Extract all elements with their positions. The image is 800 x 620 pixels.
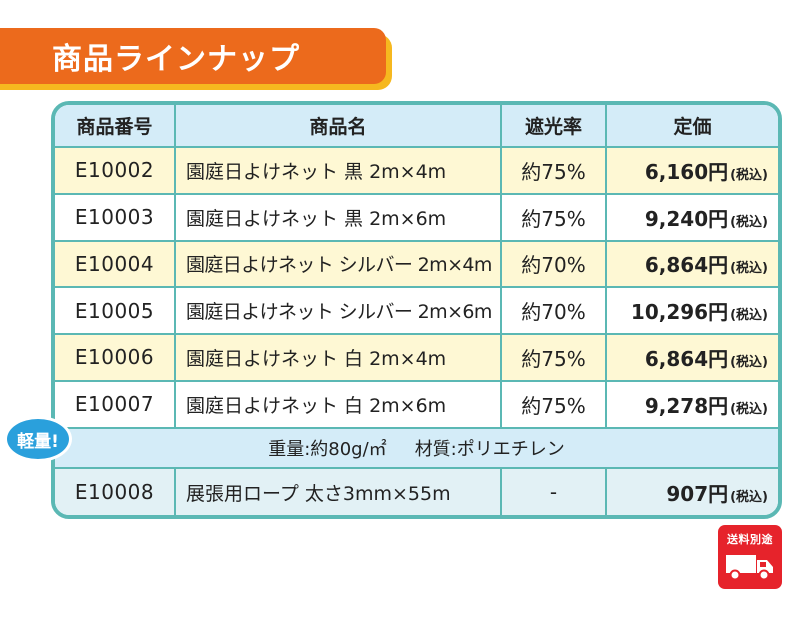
- product-price: 9,240円 (税込): [606, 193, 778, 242]
- spec-note: 重量:約80g/㎡ 材質:ポリエチレン: [55, 427, 778, 470]
- spec-note-row: 重量:約80g/㎡ 材質:ポリエチレン: [55, 427, 778, 470]
- product-name: 展張用ロープ 太さ3mm×55m: [175, 468, 502, 515]
- material-spec: 材質:ポリエチレン: [414, 438, 565, 460]
- price-value: 907円: [666, 481, 729, 506]
- product-name: 園庭日よけネット シルバー 2m×4m: [175, 240, 502, 289]
- product-price: 10,296円 (税込): [606, 287, 778, 335]
- product-name: 園庭日よけネット 白 2m×6m: [175, 380, 502, 429]
- table-header-row: 商品番号 商品名 遮光率 定価: [55, 105, 778, 148]
- product-code: E10008: [55, 468, 176, 515]
- table-row: E10005 園庭日よけネット シルバー 2m×6m 約70% 10,296円(…: [55, 287, 778, 335]
- product-table: 商品番号 商品名 遮光率 定価 E10002 園庭日よけネット 黒 2m×4m …: [55, 105, 778, 515]
- shade-rate: 約70%: [501, 287, 607, 335]
- header-code: 商品番号: [55, 105, 176, 148]
- product-name: 園庭日よけネット 白 2m×4m: [175, 334, 502, 382]
- product-code: E10006: [55, 334, 176, 382]
- banner-title: 商品ラインナップ: [52, 42, 300, 77]
- badge-label: 軽量!: [17, 431, 59, 452]
- price-value: 9,278円: [644, 393, 729, 418]
- shipping-separate-badge: 送料別途: [718, 525, 782, 589]
- product-table-frame: 商品番号 商品名 遮光率 定価 E10002 園庭日よけネット 黒 2m×4m …: [51, 101, 782, 519]
- table-row: E10002 園庭日よけネット 黒 2m×4m 約75% 6,160円 (税込): [55, 147, 778, 195]
- tax-label: (税込): [730, 261, 768, 277]
- header-price: 定価: [606, 105, 778, 148]
- tax-label: (税込): [730, 401, 768, 417]
- weight-spec: 重量:約80g/㎡: [268, 438, 387, 460]
- price-value: 9,240円: [644, 206, 729, 231]
- product-code: E10007: [55, 380, 176, 429]
- shade-rate: 約75%: [501, 147, 607, 195]
- tax-label: (税込): [730, 308, 768, 324]
- tax-label: (税込): [730, 167, 768, 183]
- price-value: 10,296円: [630, 300, 729, 325]
- price-value: 6,864円: [644, 253, 729, 278]
- tax-label: (税込): [730, 214, 768, 230]
- product-name: 園庭日よけネット シルバー 2m×6m: [175, 287, 502, 335]
- price-value: 6,864円: [644, 346, 729, 371]
- table-row: E10003 園庭日よけネット 黒 2m×6m 約75% 9,240円 (税込): [55, 193, 778, 242]
- price-value: 6,160円: [644, 159, 729, 184]
- product-price: 6,160円 (税込): [606, 147, 778, 195]
- product-code: E10002: [55, 147, 176, 195]
- shade-rate: -: [501, 468, 607, 515]
- header-rate: 遮光率: [501, 105, 607, 148]
- product-code: E10003: [55, 193, 176, 242]
- product-code: E10005: [55, 287, 176, 335]
- product-price: 6,864円 (税込): [606, 334, 778, 382]
- truck-icon: [726, 555, 773, 581]
- product-price: 9,278円 (税込): [606, 380, 778, 429]
- product-name: 園庭日よけネット 黒 2m×4m: [175, 147, 502, 195]
- product-name: 園庭日よけネット 黒 2m×6m: [175, 193, 502, 242]
- banner-main: 商品ラインナップ: [0, 28, 386, 84]
- section-banner: 商品ラインナップ: [0, 28, 392, 90]
- shipping-label: 送料別途: [727, 533, 773, 546]
- table-row: E10008 展張用ロープ 太さ3mm×55m - 907円 (税込): [55, 468, 778, 515]
- lightweight-badge: 軽量!: [4, 416, 72, 462]
- product-code: E10004: [55, 240, 176, 289]
- shade-rate: 約75%: [501, 334, 607, 382]
- table-row: E10007 園庭日よけネット 白 2m×6m 約75% 9,278円 (税込): [55, 380, 778, 429]
- tax-label: (税込): [730, 489, 768, 505]
- header-name: 商品名: [175, 105, 502, 148]
- tax-label: (税込): [730, 354, 768, 370]
- shade-rate: 約75%: [501, 193, 607, 242]
- shade-rate: 約70%: [501, 240, 607, 289]
- product-price: 6,864円 (税込): [606, 240, 778, 289]
- table-row: E10006 園庭日よけネット 白 2m×4m 約75% 6,864円 (税込): [55, 334, 778, 382]
- shade-rate: 約75%: [501, 380, 607, 429]
- table-row: E10004 園庭日よけネット シルバー 2m×4m 約70% 6,864円 (税…: [55, 240, 778, 289]
- product-price: 907円 (税込): [606, 468, 778, 515]
